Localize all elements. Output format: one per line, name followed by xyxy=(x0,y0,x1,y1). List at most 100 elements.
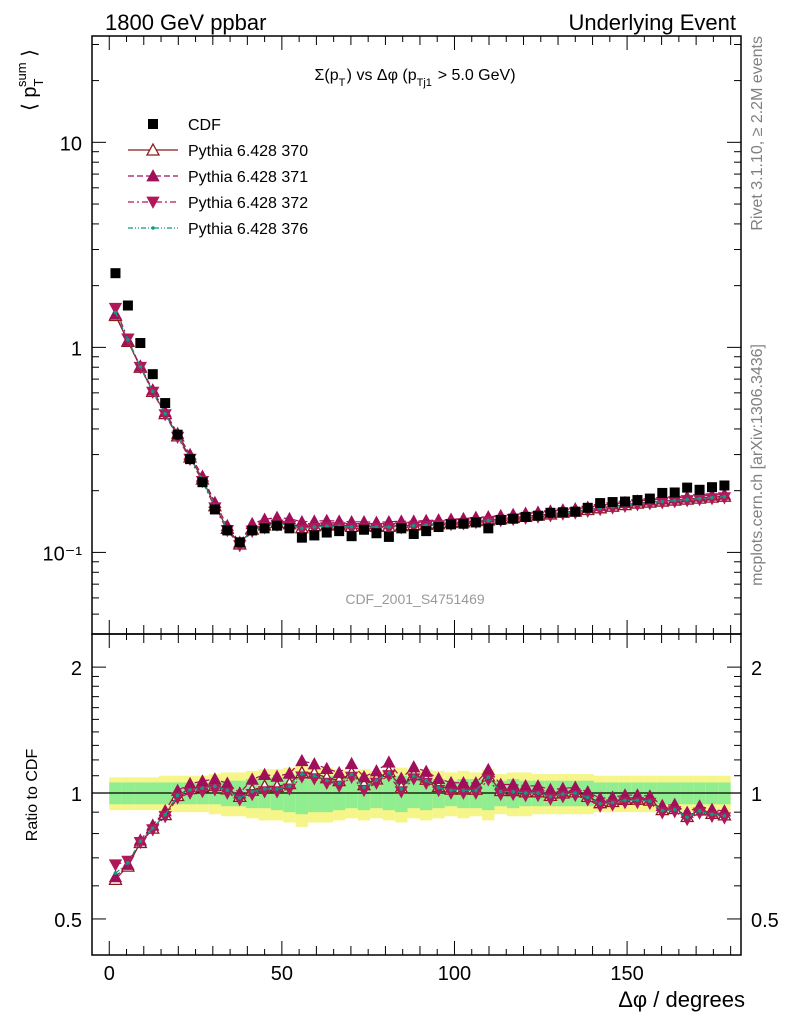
point-cdf xyxy=(707,482,718,493)
series-line-pythia-6-428-372 xyxy=(114,308,725,547)
legend-marker-pythia-6-428-371 xyxy=(146,169,160,182)
legend-label-pythia-6-428-376: Pythia 6.428 376 xyxy=(188,221,308,238)
ratio-point-pythia-6-428-372 xyxy=(543,793,558,806)
ratio-point-pythia-6-428-376 xyxy=(697,809,702,813)
ratio-point-pythia-6-428-372 xyxy=(357,784,371,798)
ratio-y-tick-label-left: 0.5 xyxy=(54,910,82,932)
ratio-point-pythia-6-428-371 xyxy=(270,769,284,782)
point-pythia-6-428-372 xyxy=(108,302,123,316)
ratio-point-pythia-6-428-372 xyxy=(233,794,247,807)
ratio-point-pythia-6-428-371 xyxy=(431,771,446,784)
ratio-point-pythia-6-428-376 xyxy=(610,800,615,805)
legend-label-pythia-6-428-370: Pythia 6.428 370 xyxy=(188,143,308,160)
point-cdf xyxy=(433,522,444,533)
ratio-point-pythia-6-428-371 xyxy=(332,765,346,779)
ratio-frame xyxy=(91,633,742,956)
ratio-point-pythia-6-428-376 xyxy=(225,788,230,793)
ratio-point-pythia-6-428-371 xyxy=(357,770,371,783)
point-pythia-6-428-372 xyxy=(307,522,321,536)
point-cdf xyxy=(669,487,680,498)
point-pythia-6-428-376 xyxy=(126,337,130,342)
ratio-point-pythia-6-428-371 xyxy=(108,870,123,883)
ratio-point-pythia-6-428-372 xyxy=(108,859,123,872)
point-pythia-6-428-376 xyxy=(113,310,118,315)
point-pythia-6-428-376 xyxy=(486,518,491,523)
x-tick-label: 100 xyxy=(438,963,471,985)
ratio-point-pythia-6-428-376 xyxy=(175,793,180,798)
x-tick-label: 150 xyxy=(610,963,643,985)
ratio-y-tick-label-right: 1 xyxy=(751,784,762,806)
point-pythia-6-428-376 xyxy=(697,496,702,501)
ratio-point-pythia-6-428-376 xyxy=(262,787,267,791)
x-axis-label: Δφ / degrees xyxy=(618,987,745,1012)
ratio-point-pythia-6-428-376 xyxy=(536,791,540,795)
ratio-point-pythia-6-428-376 xyxy=(486,775,491,779)
point-cdf xyxy=(620,496,631,507)
legend-label-pythia-6-428-371: Pythia 6.428 371 xyxy=(188,169,308,186)
point-pythia-6-428-376 xyxy=(722,494,727,499)
ratio-band-inner xyxy=(295,774,309,815)
point-cdf xyxy=(595,498,606,509)
ratio-point-pythia-6-428-371 xyxy=(208,772,222,785)
point-cdf xyxy=(533,510,544,521)
point-pythia-6-428-376 xyxy=(349,525,354,529)
ratio-point-pythia-6-428-372 xyxy=(518,790,533,803)
legend-marker-cdf xyxy=(148,119,158,129)
point-pythia-6-428-376 xyxy=(312,525,317,529)
ratio-point-pythia-6-428-376 xyxy=(200,786,205,790)
ratio-point-pythia-6-428-376 xyxy=(250,789,254,794)
ratio-point-pythia-6-428-376 xyxy=(573,791,578,795)
point-pythia-6-428-376 xyxy=(150,389,155,394)
ratio-point-pythia-6-428-376 xyxy=(672,807,677,812)
point-cdf xyxy=(359,524,370,535)
ratio-point-pythia-6-428-376 xyxy=(163,812,167,817)
point-cdf xyxy=(458,518,469,529)
point-cdf xyxy=(197,477,208,488)
ratio-point-pythia-6-428-372 xyxy=(183,787,197,800)
ratio-point-pythia-6-428-376 xyxy=(461,788,466,793)
ratio-point-pythia-6-428-376 xyxy=(324,778,329,783)
point-cdf xyxy=(383,531,394,542)
ratio-point-pythia-6-428-376 xyxy=(399,787,404,791)
ratio-point-pythia-6-428-376 xyxy=(337,781,341,786)
point-pythia-6-428-376 xyxy=(424,523,428,527)
ratio-point-pythia-6-428-376 xyxy=(188,788,192,792)
point-cdf xyxy=(582,502,593,513)
legend-marker-pythia-6-428-376 xyxy=(151,226,155,230)
ratio-point-pythia-6-428-376 xyxy=(598,801,602,806)
ratio-point-pythia-6-428-376 xyxy=(138,839,143,844)
point-pythia-6-428-372 xyxy=(382,522,396,536)
point-pythia-6-428-376 xyxy=(660,499,665,504)
ratio-y-axis-label: Ratio to CDF xyxy=(24,749,41,842)
ratio-point-pythia-6-428-372 xyxy=(245,789,259,802)
point-cdf xyxy=(346,531,357,542)
point-pythia-6-428-372 xyxy=(344,522,359,536)
series-line-pythia-6-428-370 xyxy=(114,315,725,545)
point-cdf xyxy=(495,514,506,525)
ratio-point-pythia-6-428-372 xyxy=(668,806,682,819)
point-cdf xyxy=(272,520,283,531)
ratio-point-pythia-6-428-376 xyxy=(498,789,503,794)
x-tick-label: 50 xyxy=(271,963,293,985)
ratio-point-pythia-6-428-376 xyxy=(362,785,366,790)
series-line-pythia-6-428-376 xyxy=(114,312,725,546)
point-cdf xyxy=(657,487,668,498)
x-tick-label: 0 xyxy=(104,963,115,985)
ratio-y-tick-label-right: 2 xyxy=(751,658,762,680)
point-cdf xyxy=(483,523,494,534)
ratio-point-pythia-6-428-376 xyxy=(548,794,553,799)
ratio-point-pythia-6-428-376 xyxy=(561,792,565,796)
ratio-band-inner xyxy=(308,775,321,813)
ratio-point-pythia-6-428-372 xyxy=(419,777,433,791)
point-cdf xyxy=(172,429,183,440)
ratio-point-pythia-6-428-376 xyxy=(113,871,118,875)
point-cdf xyxy=(396,523,407,534)
point-pythia-6-428-376 xyxy=(685,497,689,502)
ratio-point-pythia-6-428-371 xyxy=(295,753,309,767)
point-cdf xyxy=(147,369,158,380)
ratio-point-pythia-6-428-376 xyxy=(312,774,317,778)
side-label-rivet: Rivet 3.1.10, ≥ 2.2M events xyxy=(749,36,766,231)
ratio-point-pythia-6-428-371 xyxy=(369,764,384,777)
ratio-point-pythia-6-428-376 xyxy=(387,771,391,775)
point-cdf xyxy=(284,523,295,534)
